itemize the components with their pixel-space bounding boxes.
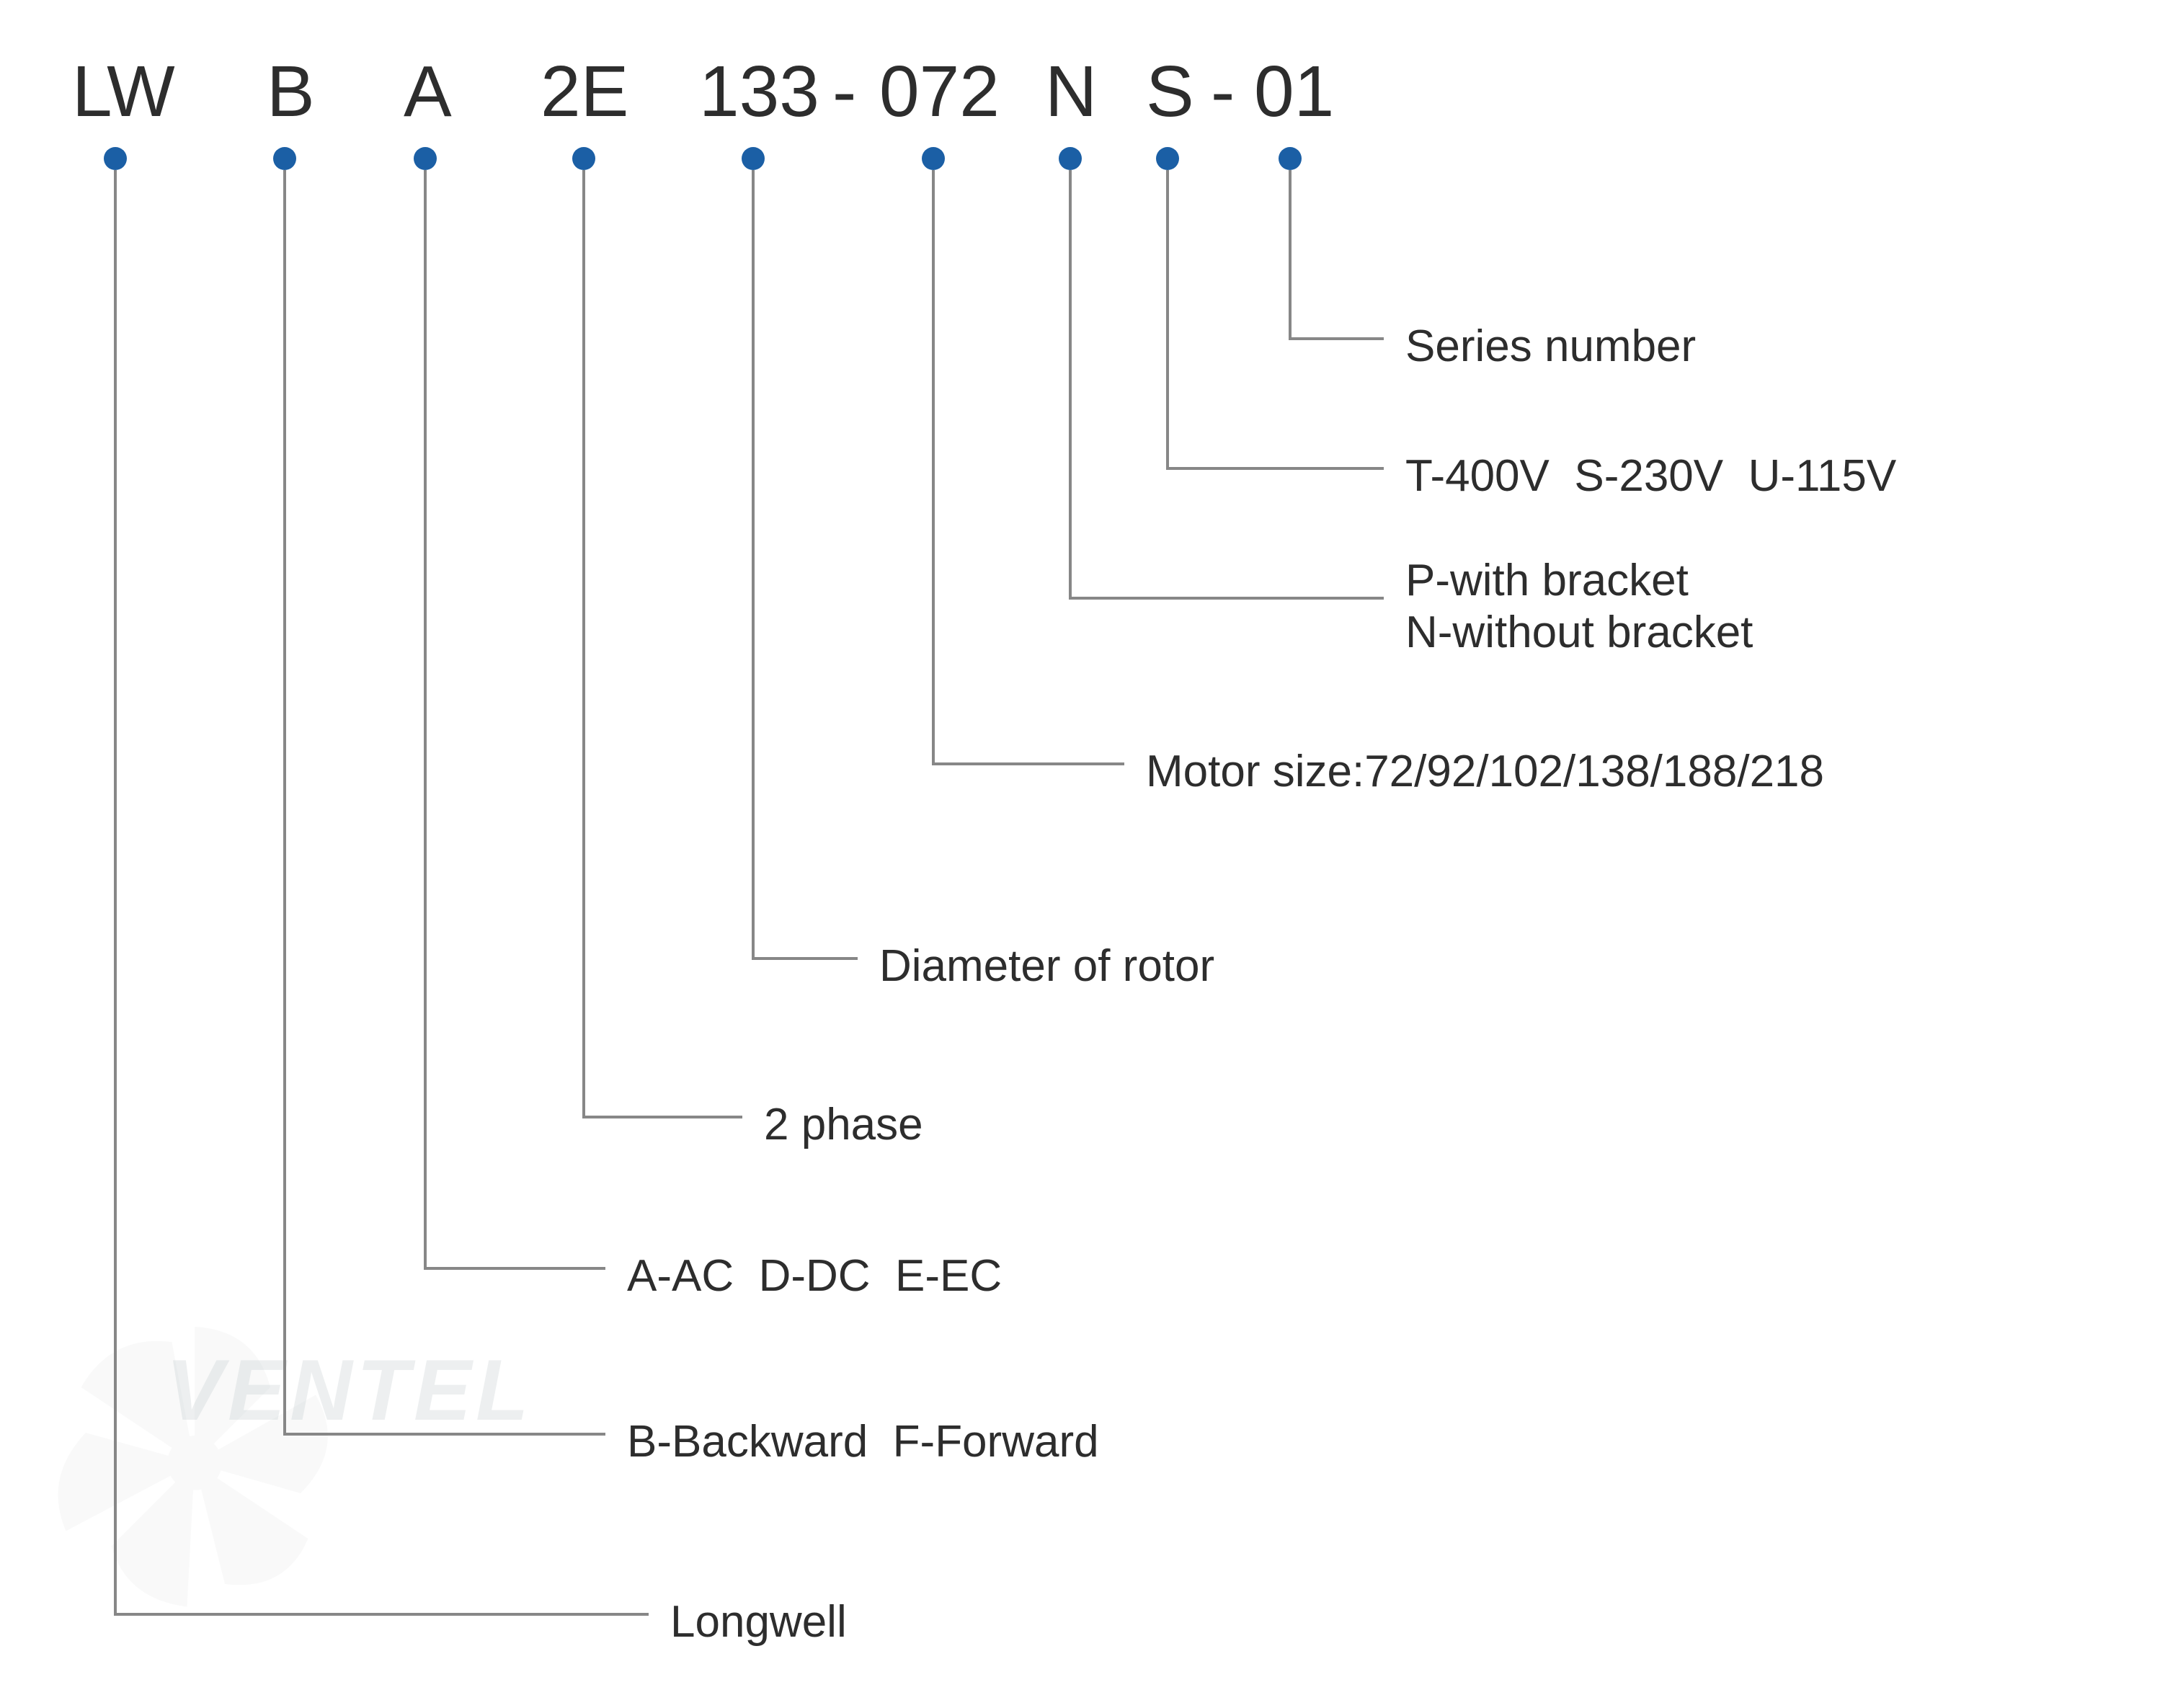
- desc-s: T-400V S-230V U-115V: [1405, 450, 1896, 502]
- code-segment-s: S: [1146, 50, 1194, 133]
- desc-a-line1: A-AC D-DC E-EC: [627, 1251, 1002, 1301]
- connector-01: [1290, 170, 1384, 339]
- connector-2e: [584, 170, 742, 1117]
- code-segment-133: 133: [699, 50, 819, 133]
- connector-n: [1070, 170, 1384, 598]
- desc-133-line1: Diameter of rotor: [879, 941, 1214, 991]
- desc-2e: 2 phase: [764, 1099, 923, 1151]
- dot-072: [922, 147, 945, 170]
- dot-n: [1059, 147, 1082, 170]
- dot-133: [742, 147, 765, 170]
- code-segment-dash2: -: [1211, 50, 1235, 133]
- watermark-fan: [43, 1312, 346, 1614]
- desc-lw-line1: Longwell: [670, 1597, 847, 1647]
- desc-a: A-AC D-DC E-EC: [627, 1250, 1002, 1302]
- desc-n: P-with bracketN-without bracket: [1405, 555, 1753, 659]
- desc-n-line1: P-with bracket: [1405, 556, 1689, 605]
- connector-072: [933, 170, 1124, 764]
- connector-b: [285, 170, 605, 1434]
- dot-2e: [572, 147, 595, 170]
- dot-01: [1279, 147, 1302, 170]
- dot-a: [414, 147, 437, 170]
- code-segment-n: N: [1045, 50, 1097, 133]
- dot-b: [273, 147, 296, 170]
- watermark-text: VENTEL: [166, 1340, 533, 1440]
- connector-133: [753, 170, 858, 958]
- desc-n-line2: N-without bracket: [1405, 607, 1753, 659]
- code-segment-b: B: [267, 50, 315, 133]
- desc-01: Series number: [1405, 321, 1696, 373]
- dot-s: [1156, 147, 1179, 170]
- desc-072-line1: Motor size:72/92/102/138/188/218: [1146, 747, 1824, 796]
- code-segment-01: 01: [1254, 50, 1334, 133]
- code-segment-072: 072: [879, 50, 1000, 133]
- dot-lw: [104, 147, 127, 170]
- code-segment-lw: LW: [72, 50, 175, 133]
- connector-s: [1168, 170, 1384, 468]
- code-segment-a: A: [404, 50, 452, 133]
- connector-lw: [115, 170, 649, 1614]
- desc-133: Diameter of rotor: [879, 940, 1214, 992]
- desc-2e-line1: 2 phase: [764, 1100, 923, 1149]
- desc-s-line1: T-400V S-230V U-115V: [1405, 451, 1896, 501]
- connector-a: [425, 170, 605, 1268]
- code-segment-2e: 2E: [541, 50, 628, 133]
- desc-b-line1: B-Backward F-Forward: [627, 1417, 1099, 1467]
- desc-lw: Longwell: [670, 1596, 847, 1648]
- desc-072: Motor size:72/92/102/138/188/218: [1146, 746, 1824, 798]
- code-segment-dash1: -: [832, 50, 856, 133]
- desc-01-line1: Series number: [1405, 321, 1696, 371]
- desc-b: B-Backward F-Forward: [627, 1416, 1099, 1468]
